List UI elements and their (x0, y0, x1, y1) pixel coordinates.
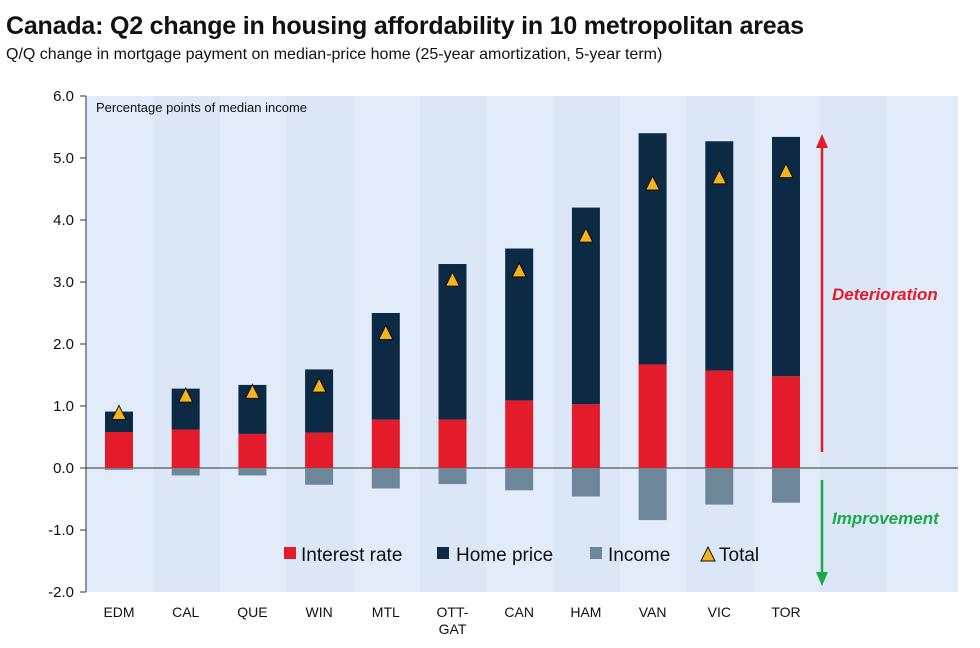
bar-income (305, 468, 334, 485)
x-tick-label: WIN (305, 604, 332, 620)
improvement-arrow (816, 480, 828, 586)
bar-income (638, 468, 667, 521)
plot-stripe (219, 96, 287, 592)
total-marker (111, 404, 127, 420)
bar-income (772, 468, 800, 503)
total-marker (578, 227, 594, 243)
y-tick-label: 5.0 (53, 150, 74, 167)
bar-interest-rate (705, 370, 734, 468)
bar-interest-rate (305, 432, 334, 468)
total-marker (244, 383, 261, 399)
x-tick-label: MTL (372, 604, 400, 620)
bar-interest-rate (438, 419, 467, 468)
total-markers (111, 162, 794, 420)
bar-income (705, 468, 734, 505)
y-tick-label: 0.0 (53, 460, 74, 477)
legend-label-income: Income (608, 545, 670, 566)
total-marker (778, 162, 794, 179)
bar-home-price (638, 133, 667, 365)
legend-label-home-price: Home price (456, 545, 553, 566)
bar-income (438, 468, 467, 485)
total-marker (511, 261, 528, 278)
bar-interest-rate (571, 404, 600, 468)
chart-title: Canada: Q2 change in housing affordabili… (6, 12, 804, 40)
y-tick-label: -2.0 (48, 584, 74, 601)
bar-income (171, 468, 200, 476)
legend-swatch-interest-rate (284, 547, 296, 559)
unit-note: Percentage points of median income (96, 100, 307, 115)
total-marker (644, 174, 661, 191)
total-marker (311, 377, 327, 393)
bar-interest-rate (772, 376, 800, 468)
bars (105, 133, 800, 521)
x-tick-label: QUE (237, 604, 267, 620)
x-tick-label: HAM (570, 604, 601, 620)
bar-income (105, 468, 133, 470)
y-tick-label: -1.0 (48, 522, 74, 539)
bar-interest-rate (171, 429, 200, 468)
y-tick-label: 4.0 (53, 212, 74, 229)
chart-subtitle: Q/Q change in mortgage payment on median… (6, 46, 663, 63)
x-tick-label: TOR (771, 604, 800, 620)
y-tick-label: 3.0 (53, 274, 74, 291)
total-marker (444, 271, 461, 287)
improvement-label: Improvement (832, 509, 940, 528)
x-tick-label: CAL (172, 604, 199, 620)
legend-label-total: Total (719, 545, 759, 566)
y-ticks: 6.0 5.0 4.0 3.0 2.0 1.0 0.0 -1.0 -2.0 (48, 88, 86, 601)
x-tick-label: GAT (439, 621, 467, 637)
bar-income (238, 468, 267, 476)
bar-interest-rate (238, 433, 267, 468)
total-marker (177, 386, 194, 403)
bar-interest-rate (505, 400, 534, 468)
deterioration-label: Deterioration (832, 285, 938, 304)
plot-stripe (152, 96, 220, 592)
y-tick-label: 6.0 (53, 88, 74, 105)
bar-home-price (105, 411, 133, 433)
bar-home-price (438, 264, 467, 420)
deterioration-arrow (816, 134, 828, 452)
total-marker (377, 324, 394, 340)
x-tick-label: VIC (708, 604, 731, 620)
legend-marker-total (700, 545, 716, 562)
y-tick-label: 2.0 (53, 336, 74, 353)
x-tick-label: CAN (504, 604, 534, 620)
bar-income (571, 468, 600, 497)
x-tick-labels: EDM CAL QUE WIN MTL OTT-GAT CAN HAM VAN VIC TOR (103, 604, 800, 637)
plot-stripe (819, 96, 887, 592)
legend: Interest rate Home price Income Total (284, 545, 759, 566)
x-tick-label: OTT- (437, 604, 469, 620)
x-tick-label: EDM (103, 604, 134, 620)
legend-swatch-income (590, 547, 602, 559)
plot-stripe (886, 96, 954, 592)
bar-income (505, 468, 534, 491)
bar-interest-rate (105, 432, 133, 468)
legend-swatch-home-price (437, 547, 449, 559)
bar-interest-rate (371, 419, 400, 468)
y-tick-label: 1.0 (53, 398, 74, 415)
total-marker (711, 168, 728, 185)
bar-interest-rate (638, 364, 667, 468)
legend-label-interest-rate: Interest rate (301, 545, 402, 566)
x-tick-label: VAN (639, 604, 667, 620)
plot-stripe (86, 96, 153, 592)
plot-stripe (286, 96, 353, 592)
bar-income (371, 468, 400, 489)
